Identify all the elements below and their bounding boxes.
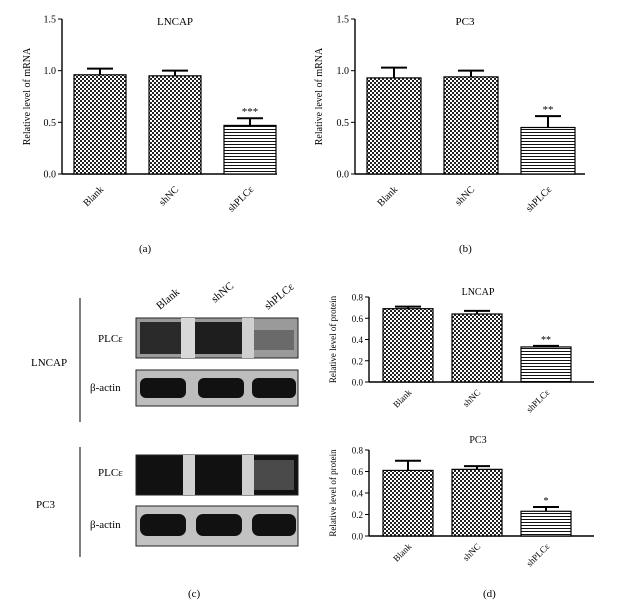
blot-row-label: β-actin: [90, 382, 121, 394]
bar: [73, 74, 127, 175]
bar: [382, 469, 434, 537]
chart-title: LNCAP: [462, 287, 495, 298]
y-tick-label: 0.8: [352, 293, 364, 303]
y-tick-label: 1.0: [44, 66, 57, 77]
category-label: shPLCε: [524, 387, 551, 414]
significance-marker: ***: [242, 106, 259, 118]
cell-line-label: PC3: [36, 499, 55, 511]
y-tick-label: 0.0: [352, 532, 364, 542]
y-tick-label: 0.4: [352, 489, 364, 499]
chart-title: LNCAP: [157, 16, 193, 28]
blot-pc3-plce: [135, 454, 299, 496]
category-label: shPLCε: [524, 541, 551, 568]
y-tick-label: 0.5: [44, 118, 57, 129]
subfigure-label-d: (d): [483, 588, 496, 600]
subfigure-label-b: (b): [459, 243, 472, 255]
chart-title: PC3: [456, 16, 475, 28]
blot-lncap-plce: [135, 317, 299, 359]
blot-lane-label: shPLCε: [262, 281, 296, 313]
category-label: Blank: [375, 184, 400, 209]
significance-marker: **: [543, 104, 554, 116]
y-tick-label: 1.5: [337, 15, 350, 26]
y-tick-label: 0.6: [352, 467, 364, 477]
category-label: shNC: [453, 184, 477, 208]
y-tick-label: 0.0: [352, 378, 364, 388]
blot-row-label: PLCε: [98, 467, 123, 479]
bar: [451, 468, 503, 537]
y-axis-label: Relative level of mRNA: [314, 47, 325, 145]
y-tick-label: 1.5: [44, 15, 57, 26]
category-label: Blank: [391, 541, 414, 564]
chart-title: PC3: [469, 435, 486, 446]
subfigure-label-a: (a): [139, 243, 152, 255]
bar: [520, 126, 576, 175]
cell-line-label: LNCAP: [31, 357, 67, 369]
category-label: shNC: [157, 184, 181, 208]
category-label: shPLCε: [524, 184, 554, 214]
category-label: Blank: [81, 184, 106, 209]
chart-protein-lncap: 0.0 0.2 0.4 0.6 0.8 LNCAP Relative level of pr…: [328, 287, 594, 414]
blot-row-label: PLCε: [98, 333, 123, 345]
blot-lane-label: Blank: [154, 286, 182, 312]
blot-pc3-actin: [135, 505, 299, 547]
subfigure-label-c: (c): [188, 588, 201, 600]
bar: [520, 346, 572, 383]
category-label: shNC: [461, 387, 483, 409]
y-tick-label: 0.8: [352, 446, 364, 456]
y-axis-label: Relative level of protein: [328, 449, 338, 537]
bar: [366, 77, 422, 175]
blot-lncap-actin: [135, 369, 299, 407]
y-tick-label: 0.0: [337, 170, 350, 181]
y-axis-label: Relative level of mRNA: [22, 47, 33, 145]
bar: [223, 124, 277, 175]
western-blot-panel: Blank shNC shPLCε LNCAP PC3 PLCε β-actin…: [31, 280, 299, 557]
y-tick-label: 1.0: [337, 66, 350, 77]
significance-marker: **: [541, 335, 551, 346]
bar: [451, 313, 503, 383]
y-tick-label: 0.4: [352, 335, 364, 345]
category-label: shPLCε: [226, 184, 256, 214]
blot-lane-label: shNC: [209, 280, 236, 305]
y-axis-label: Relative level of protein: [328, 295, 338, 383]
y-tick-label: 0.5: [337, 118, 350, 129]
bar: [148, 75, 202, 175]
chart-mrna-lncap: 0.0 0.5 1.0 1.5 LNCAP Relative level of mRNA B…: [22, 15, 277, 214]
chart-protein-pc3: 0.0 0.2 0.4 0.6 0.8 PC3 Relative level of prot…: [328, 435, 594, 568]
bar: [443, 76, 499, 175]
significance-marker: *: [544, 496, 549, 507]
chart-mrna-pc3: 0.0 0.5 1.0 1.5 PC3 Relative level of mRNA Bla…: [314, 15, 585, 214]
y-tick-label: 0.2: [352, 356, 363, 366]
blot-row-label: β-actin: [90, 519, 121, 531]
y-tick-label: 0.2: [352, 510, 363, 520]
y-tick-label: 0.6: [352, 314, 364, 324]
category-label: Blank: [391, 387, 414, 410]
bar: [520, 510, 572, 537]
bar: [382, 308, 434, 383]
y-tick-label: 0.0: [44, 170, 57, 181]
category-label: shNC: [461, 541, 483, 563]
